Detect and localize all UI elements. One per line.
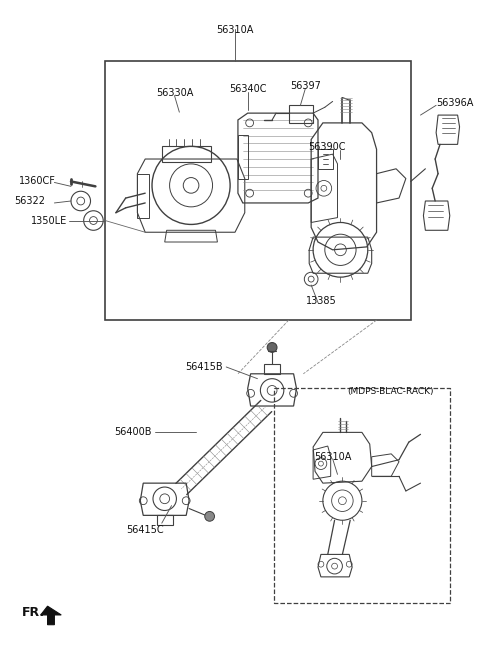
- Text: 56322: 56322: [14, 196, 46, 206]
- Text: 56396A: 56396A: [436, 99, 473, 108]
- Circle shape: [267, 343, 277, 352]
- Text: 56400B: 56400B: [115, 428, 152, 437]
- Text: 56415C: 56415C: [126, 525, 164, 535]
- Text: 1360CF: 1360CF: [19, 176, 56, 186]
- Circle shape: [205, 511, 215, 521]
- Text: 56330A: 56330A: [156, 88, 193, 98]
- Text: 13385: 13385: [306, 296, 336, 306]
- Bar: [105, 62, 411, 320]
- Text: 56340C: 56340C: [229, 84, 266, 94]
- Text: 56390C: 56390C: [308, 142, 346, 153]
- Polygon shape: [41, 606, 61, 625]
- Text: 1350LE: 1350LE: [31, 215, 68, 226]
- Text: 56310A: 56310A: [216, 25, 254, 35]
- Text: 56397: 56397: [290, 81, 321, 91]
- Text: FR.: FR.: [22, 607, 45, 620]
- Text: 56310A: 56310A: [314, 452, 351, 462]
- Text: 56415B: 56415B: [186, 362, 223, 372]
- Text: (MDPS-BLAC-RACK): (MDPS-BLAC-RACK): [347, 387, 434, 396]
- Bar: [274, 389, 450, 603]
